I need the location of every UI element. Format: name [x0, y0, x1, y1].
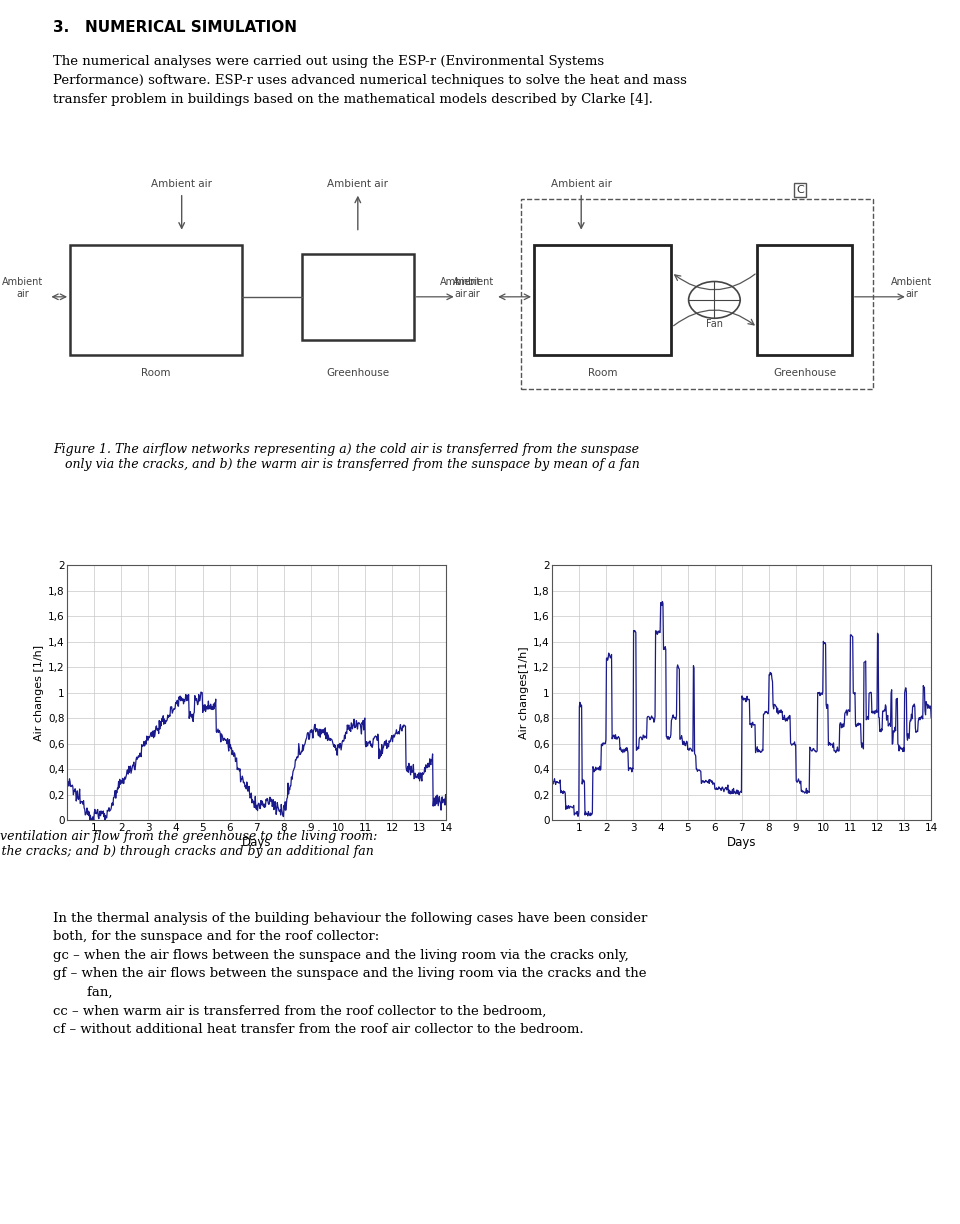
Text: Figure 2. History of ventilation air flow from the greenhouse to the living room: Figure 2. History of ventilation air flo…	[0, 830, 378, 858]
Text: The numerical analyses were carried out using the ESP-r (Environmental Systems
P: The numerical analyses were carried out …	[53, 55, 686, 106]
Text: In the thermal analysis of the building behaviour the following cases have been : In the thermal analysis of the building …	[53, 912, 647, 1036]
Bar	[302, 255, 414, 339]
Text: Ambient air: Ambient air	[151, 179, 212, 188]
Bar	[534, 245, 671, 355]
Text: Figure 1. The airflow networks representing a) the cold air is transferred from : Figure 1. The airflow networks represent…	[53, 443, 639, 471]
Text: C: C	[797, 185, 804, 195]
Text: Room: Room	[588, 368, 617, 378]
Text: Fan: Fan	[706, 319, 723, 329]
Text: Ambient
air: Ambient air	[892, 277, 932, 299]
X-axis label: Days: Days	[242, 836, 272, 848]
Text: Greenhouse: Greenhouse	[326, 368, 390, 378]
FancyArrowPatch shape	[675, 274, 756, 290]
Y-axis label: Air changes [1/h]: Air changes [1/h]	[34, 645, 43, 741]
X-axis label: Days: Days	[727, 836, 756, 848]
Bar	[521, 200, 874, 389]
Text: Ambient
air: Ambient air	[441, 277, 482, 299]
FancyArrowPatch shape	[674, 310, 754, 326]
Text: Room: Room	[141, 368, 171, 378]
Y-axis label: Air changes[1/h]: Air changes[1/h]	[518, 646, 529, 739]
Text: Ambient
air: Ambient air	[2, 277, 43, 299]
Bar	[757, 245, 852, 355]
Text: Ambient
air: Ambient air	[453, 277, 494, 299]
Text: Greenhouse: Greenhouse	[773, 368, 836, 378]
Bar	[70, 245, 242, 355]
Text: Ambient air: Ambient air	[551, 179, 612, 188]
Text: 3.   NUMERICAL SIMULATION: 3. NUMERICAL SIMULATION	[53, 20, 297, 34]
Text: Ambient air: Ambient air	[327, 179, 388, 188]
